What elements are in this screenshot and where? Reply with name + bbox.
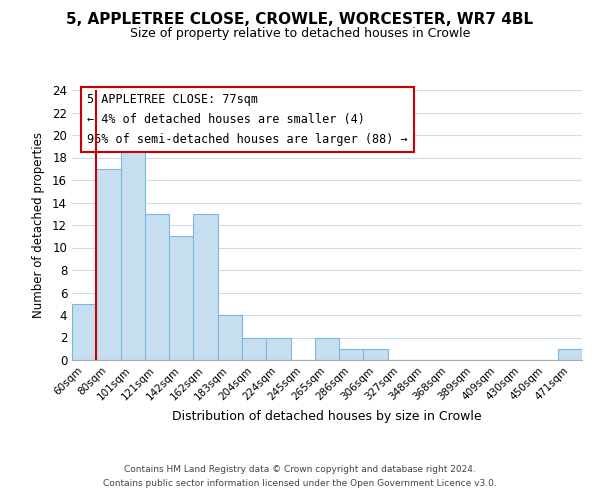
Text: Size of property relative to detached houses in Crowle: Size of property relative to detached ho… [130, 28, 470, 40]
Bar [558, 349, 582, 360]
Bar [145, 214, 169, 360]
Bar [364, 349, 388, 360]
Bar [242, 338, 266, 360]
Text: 5 APPLETREE CLOSE: 77sqm
← 4% of detached houses are smaller (4)
96% of semi-det: 5 APPLETREE CLOSE: 77sqm ← 4% of detache… [88, 92, 408, 146]
Bar [96, 169, 121, 360]
Text: Contains HM Land Registry data © Crown copyright and database right 2024.
Contai: Contains HM Land Registry data © Crown c… [103, 466, 497, 487]
Y-axis label: Number of detached properties: Number of detached properties [32, 132, 45, 318]
Bar [72, 304, 96, 360]
Bar [169, 236, 193, 360]
Bar [218, 315, 242, 360]
Bar [193, 214, 218, 360]
X-axis label: Distribution of detached houses by size in Crowle: Distribution of detached houses by size … [172, 410, 482, 423]
Bar [339, 349, 364, 360]
Text: 5, APPLETREE CLOSE, CROWLE, WORCESTER, WR7 4BL: 5, APPLETREE CLOSE, CROWLE, WORCESTER, W… [67, 12, 533, 28]
Bar [315, 338, 339, 360]
Bar [266, 338, 290, 360]
Bar [121, 135, 145, 360]
